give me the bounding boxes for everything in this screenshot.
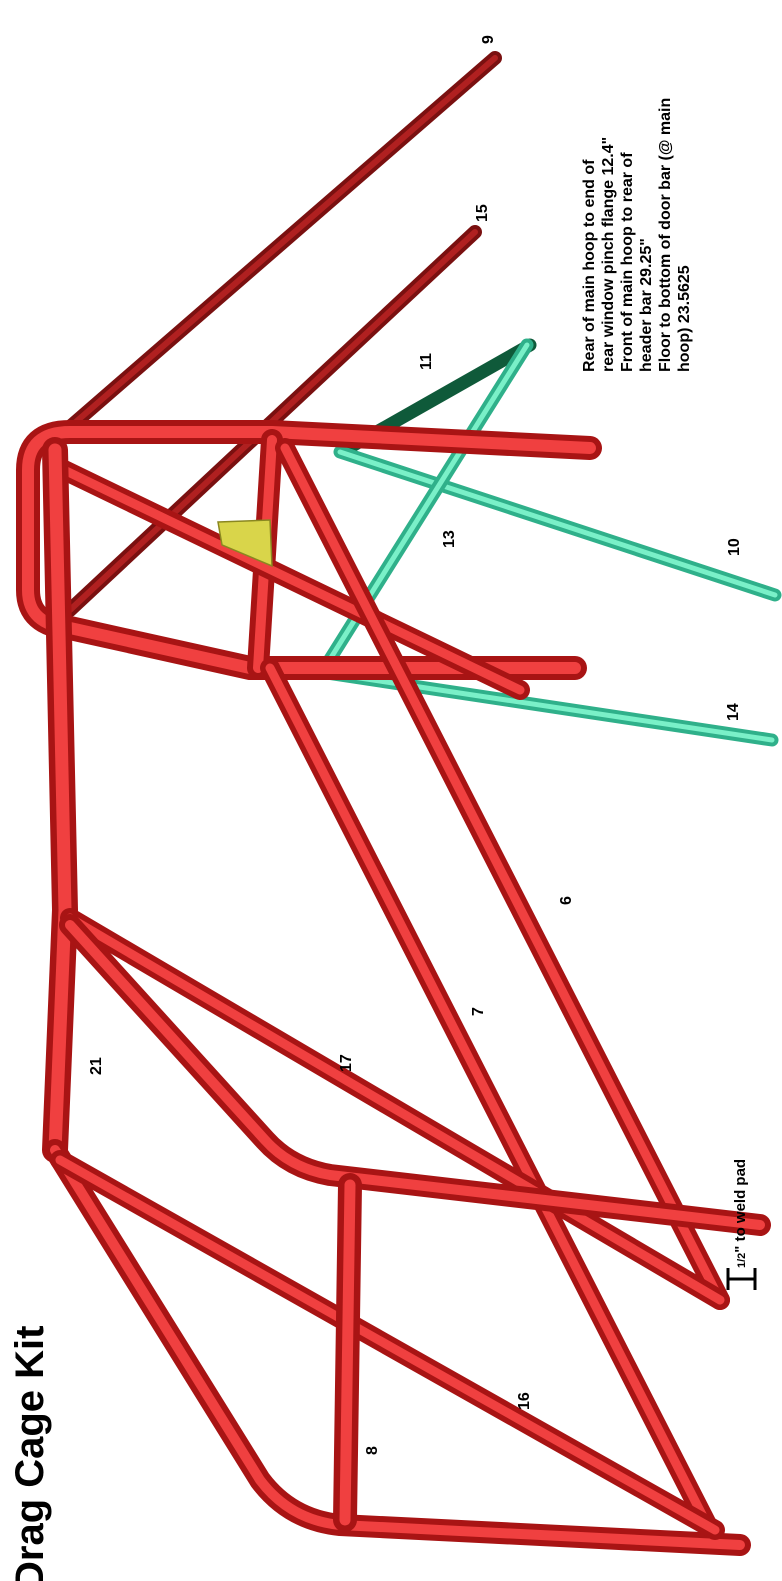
label-8: 8 bbox=[364, 1446, 381, 1455]
label-14: 14 bbox=[725, 703, 742, 721]
note-line-4: header bar 29.25" bbox=[638, 238, 655, 372]
measurement-notes: Rear of main hoop to end of rear window … bbox=[580, 98, 694, 372]
weld-pad-marker bbox=[726, 1268, 757, 1290]
label-16: 16 bbox=[516, 1392, 533, 1410]
bar-17 bbox=[60, 908, 730, 1310]
note-line-2: rear window pinch flange 12.4" bbox=[600, 136, 617, 372]
bar-6 bbox=[275, 438, 730, 1310]
bar-7 bbox=[260, 658, 725, 1550]
label-15: 15 bbox=[474, 204, 491, 222]
rear-brace-9 bbox=[48, 51, 502, 447]
note-line-5: Floor to bottom of door bar (@ main bbox=[657, 97, 674, 372]
front-hoop bbox=[59, 914, 771, 1236]
weld-pad-note: 1/2" to weld pad bbox=[732, 1159, 749, 1268]
bar-16 bbox=[50, 1150, 725, 1540]
label-11: 11 bbox=[418, 353, 435, 370]
page-title: Drag Cage Kit bbox=[8, 1325, 52, 1581]
weld-pad-label: " to weld pad bbox=[732, 1158, 749, 1253]
brace-10 bbox=[333, 445, 782, 602]
label-6: 6 bbox=[558, 896, 575, 905]
note-line-3: Front of main hoop to rear of bbox=[619, 152, 636, 372]
label-13: 13 bbox=[441, 530, 458, 548]
label-17: 17 bbox=[338, 1054, 355, 1072]
diagonal-bar bbox=[50, 458, 530, 700]
main-hoop bbox=[16, 420, 602, 680]
bar-8 bbox=[333, 1173, 362, 1532]
label-7: 7 bbox=[470, 1007, 487, 1016]
label-21: 21 bbox=[88, 1057, 105, 1075]
roof-rail-21 bbox=[42, 437, 78, 1163]
label-9: 9 bbox=[480, 35, 497, 44]
label-10: 10 bbox=[726, 538, 743, 556]
brace-14 bbox=[313, 665, 779, 747]
weld-pad-fraction: 1/2 bbox=[736, 1252, 748, 1268]
gusset bbox=[217, 519, 273, 568]
note-line-1: Rear of main hoop to end of bbox=[581, 159, 598, 372]
note-line-6: hoop) 23.5625 bbox=[676, 265, 693, 372]
